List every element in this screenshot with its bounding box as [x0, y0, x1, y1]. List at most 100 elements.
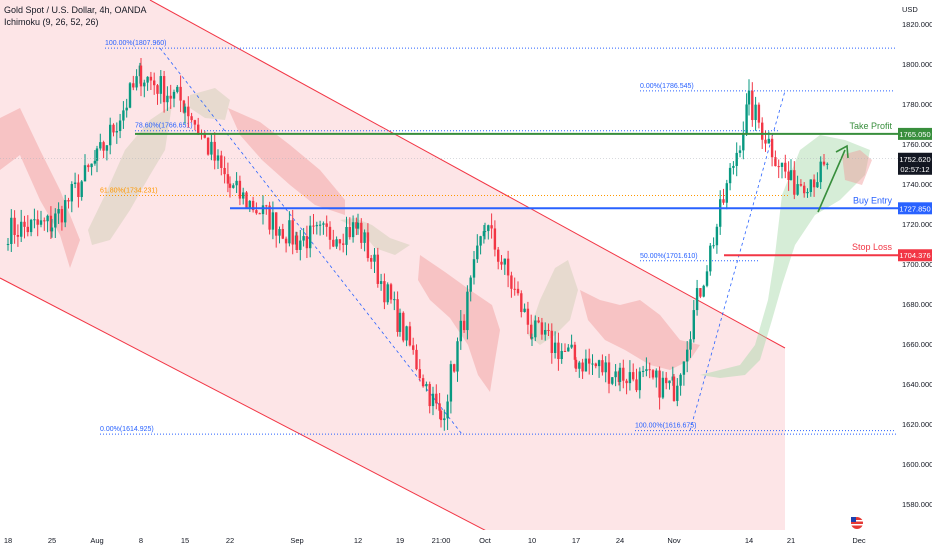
candle-body [466, 291, 469, 331]
candle-body [816, 182, 819, 188]
candle [302, 227, 305, 247]
candle-body [581, 362, 584, 372]
candle [493, 220, 497, 257]
time-tick-label: 25 [48, 536, 56, 545]
candle [500, 254, 503, 270]
candle-body [787, 171, 790, 180]
candle-body [506, 258, 510, 276]
candle [591, 354, 594, 376]
candle-body [435, 393, 438, 404]
candle-body [328, 226, 332, 240]
candle-body [351, 222, 355, 238]
candle-body [169, 95, 172, 99]
candle [125, 98, 128, 118]
candle-body [291, 220, 294, 245]
candle [366, 223, 370, 262]
candle-body [479, 236, 482, 246]
candle [479, 235, 482, 255]
candle [261, 195, 265, 225]
level-price-tag: 1765.050 [898, 127, 932, 140]
candle-body [235, 180, 238, 186]
candle-body [751, 90, 754, 121]
fib-label: 0.00%(1786.545) [640, 83, 694, 90]
time-tick-label: Dec [852, 536, 866, 545]
candle-body [67, 200, 70, 202]
candle [190, 112, 193, 123]
candle [118, 113, 122, 139]
candle [412, 337, 415, 355]
candle [787, 161, 790, 191]
candle-body [275, 212, 278, 236]
candle-body [780, 162, 784, 167]
candle [268, 201, 271, 235]
candle [6, 238, 10, 251]
candle-body [203, 133, 206, 138]
time-tick-label: 18 [4, 536, 12, 545]
candle [526, 301, 530, 335]
cloud-segment [88, 105, 172, 245]
candle-body [742, 133, 745, 151]
candle [476, 234, 479, 263]
flag-canton [851, 517, 856, 522]
candle-body [309, 225, 312, 249]
candle-body [574, 359, 578, 369]
candle-body [476, 245, 479, 260]
candle [520, 290, 523, 318]
candle [789, 159, 793, 181]
time-axis-bg [0, 530, 932, 550]
candle-body [182, 100, 186, 113]
candle-body [510, 275, 513, 289]
candle [386, 282, 389, 305]
candle-body [228, 183, 232, 188]
candle-body [356, 222, 360, 229]
candle-body [223, 167, 226, 175]
candle [90, 163, 93, 176]
cloud-segment [580, 290, 700, 370]
candle-body [728, 167, 732, 184]
candle [415, 344, 418, 371]
tag-text: 1704.376 [899, 251, 930, 260]
candle [628, 360, 632, 391]
candle [73, 172, 77, 189]
candle-body [183, 106, 187, 113]
candle-body [534, 320, 537, 338]
candle-body [732, 165, 735, 168]
candle [335, 236, 338, 249]
candle-body [251, 200, 255, 211]
candle [712, 237, 715, 249]
candle-body [826, 163, 829, 165]
trade-levels: Take Profit 1765.050 Buy Entry 1727.850 Stop… [0, 121, 932, 262]
candle [622, 359, 625, 389]
candle [557, 332, 560, 371]
candle [183, 103, 187, 124]
candle [695, 279, 699, 316]
indicator-legend: Ichimoku (9, 26, 52, 26) [4, 17, 99, 27]
candle-body [143, 82, 146, 87]
candle [87, 163, 90, 172]
countdown-text: 02:57:12 [900, 165, 929, 174]
candle [228, 176, 232, 198]
candle [812, 174, 816, 197]
candle [438, 392, 441, 419]
candle [169, 84, 172, 109]
candle [23, 215, 26, 239]
candle [418, 359, 421, 382]
candle [93, 150, 97, 166]
candle-body [469, 277, 472, 292]
candle [402, 311, 405, 343]
candle-body [54, 213, 57, 228]
candle-body [567, 347, 570, 352]
price-tick-label: 1800.000 [902, 60, 932, 69]
candle [449, 360, 453, 414]
candle-body [373, 254, 376, 262]
candle-body [135, 76, 138, 88]
candle [105, 145, 109, 161]
candle [363, 229, 366, 252]
candle [389, 282, 393, 304]
candle [503, 258, 506, 275]
candle [115, 122, 118, 144]
candle [725, 179, 728, 210]
time-tick-label: Sep [290, 536, 303, 545]
